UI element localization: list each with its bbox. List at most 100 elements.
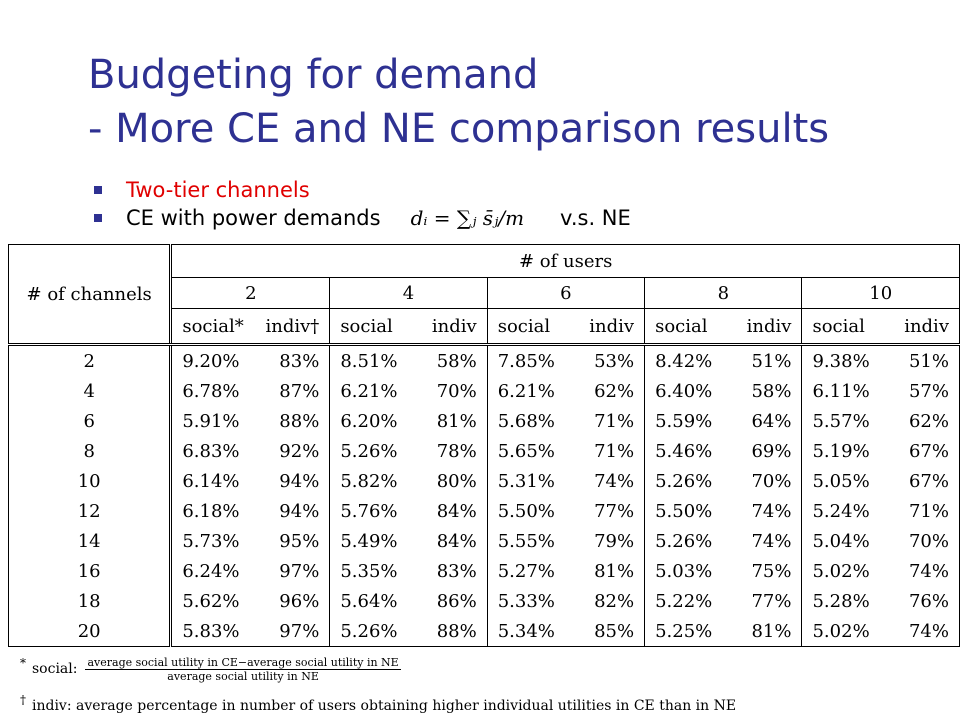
- channel-count-cell: 6: [83, 410, 95, 432]
- social-fraction-denominator: average social utility in NE: [167, 669, 319, 683]
- social-value-cell: 5.83%: [169, 616, 258, 647]
- indiv-value-cell: 84%: [436, 500, 477, 522]
- bullet-square-icon: [94, 214, 102, 222]
- indiv-value-cell: 71%: [594, 410, 635, 432]
- social-value-cell: 5.26%: [329, 616, 416, 647]
- channel-count-cell: 20: [77, 620, 101, 642]
- social-value-cell: 6.21%: [329, 376, 416, 406]
- social-value-cell: 5.50%: [644, 496, 731, 526]
- indiv-value-cell: 53%: [594, 350, 635, 372]
- sub-header-indiv: indiv: [887, 308, 960, 346]
- bullet-text-ce-power: CE with power demands: [126, 206, 381, 230]
- indiv-value-cell: 75%: [751, 560, 792, 582]
- social-value-cell: 5.27%: [486, 556, 573, 586]
- indiv-value-cell: 83%: [436, 560, 477, 582]
- indiv-value-cell: 81%: [436, 410, 477, 432]
- table-row: 14 5.73% 95% 5.49% 84% 5.55% 79% 5.26% 74% 5.04% 7…: [9, 526, 960, 556]
- social-value-cell: 5.50%: [486, 496, 573, 526]
- indiv-value-cell: 74%: [751, 530, 792, 552]
- title-line-2: - More CE and NE comparison results: [88, 106, 830, 152]
- social-value-cell: 5.35%: [329, 556, 416, 586]
- indiv-value-cell: 58%: [751, 380, 792, 402]
- social-value-cell: 5.76%: [329, 496, 416, 526]
- indiv-value-cell: 57%: [908, 380, 949, 402]
- indiv-value-cell: 69%: [751, 440, 792, 462]
- users-header: # of users: [169, 244, 960, 278]
- social-value-cell: 5.33%: [486, 586, 573, 616]
- indiv-value-cell: 74%: [908, 620, 949, 642]
- user-count-6: 6: [486, 277, 645, 309]
- indiv-value-cell: 74%: [908, 560, 949, 582]
- sub-header-social: social: [486, 308, 573, 346]
- table-row: 10 6.14% 94% 5.82% 80% 5.31% 74% 5.26% 70% 5.05% 6…: [9, 466, 960, 496]
- indiv-value-cell: 77%: [751, 590, 792, 612]
- social-value-cell: 5.28%: [801, 586, 888, 616]
- bullet-list: Two-tier channels CE with power demands …: [94, 176, 631, 232]
- social-value-cell: 5.49%: [329, 526, 416, 556]
- sub-header-indiv: indiv: [572, 308, 645, 346]
- indiv-value-cell: 70%: [751, 470, 792, 492]
- indiv-value-cell: 86%: [436, 590, 477, 612]
- social-value-cell: 5.65%: [486, 436, 573, 466]
- channel-count-cell: 8: [83, 440, 95, 462]
- social-value-cell: 5.02%: [801, 616, 888, 647]
- indiv-value-cell: 88%: [279, 410, 320, 432]
- social-value-cell: 6.21%: [486, 376, 573, 406]
- social-value-cell: 5.57%: [801, 406, 888, 436]
- table-row: 4 6.78% 87% 6.21% 70% 6.21% 62% 6.40% 58% 6.11% 57…: [9, 376, 960, 406]
- sub-header-social: social: [329, 308, 416, 346]
- footnote-indiv-text: indiv: average percentage in number of u…: [32, 698, 737, 714]
- indiv-value-cell: 71%: [908, 500, 949, 522]
- table-row: 12 6.18% 94% 5.76% 84% 5.50% 77% 5.50% 74% 5.24% 7…: [9, 496, 960, 526]
- indiv-value-cell: 51%: [751, 350, 792, 372]
- table-row: 6 5.91% 88% 6.20% 81% 5.68% 71% 5.59% 64% 5.57% 62…: [9, 406, 960, 436]
- social-value-cell: 5.31%: [486, 466, 573, 496]
- social-value-cell: 5.68%: [486, 406, 573, 436]
- social-value-cell: 5.26%: [644, 466, 731, 496]
- indiv-value-cell: 74%: [751, 500, 792, 522]
- footnotes: * social: average social utility in CE−a…: [20, 652, 736, 724]
- social-value-cell: 9.20%: [169, 344, 258, 376]
- social-value-cell: 5.82%: [329, 466, 416, 496]
- indiv-value-cell: 94%: [279, 500, 320, 522]
- bullet-text-two-tier: Two-tier channels: [126, 178, 310, 202]
- indiv-value-cell: 51%: [908, 350, 949, 372]
- social-value-cell: 9.38%: [801, 344, 888, 376]
- social-value-cell: 5.73%: [169, 526, 258, 556]
- social-value-cell: 5.22%: [644, 586, 731, 616]
- indiv-value-cell: 97%: [279, 620, 320, 642]
- user-count-8: 8: [644, 277, 802, 309]
- channel-count-cell: 10: [77, 470, 101, 492]
- indiv-value-cell: 70%: [908, 530, 949, 552]
- table-row: 18 5.62% 96% 5.64% 86% 5.33% 82% 5.22% 77% 5.28% 7…: [9, 586, 960, 616]
- sub-header-indiv: indiv: [730, 308, 802, 346]
- user-count-4: 4: [329, 277, 488, 309]
- indiv-value-cell: 71%: [594, 440, 635, 462]
- social-value-cell: 5.04%: [801, 526, 888, 556]
- social-value-cell: 5.03%: [644, 556, 731, 586]
- indiv-value-cell: 94%: [279, 470, 320, 492]
- channel-count-cell: 16: [77, 560, 101, 582]
- user-count-2: 2: [169, 277, 330, 309]
- footnote-social-label: social:: [32, 661, 78, 677]
- indiv-value-cell: 78%: [436, 440, 477, 462]
- bullet-square-icon: [94, 186, 102, 194]
- channel-count-cell: 18: [77, 590, 101, 612]
- channels-header: # of channels: [8, 244, 171, 346]
- indiv-value-cell: 62%: [594, 380, 635, 402]
- indiv-value-cell: 92%: [279, 440, 320, 462]
- indiv-value-cell: 88%: [436, 620, 477, 642]
- indiv-value-cell: 79%: [594, 530, 635, 552]
- table-row: 2 9.20% 83% 8.51% 58% 7.85% 53% 8.42% 51% 9.38% 51…: [9, 344, 960, 376]
- social-value-cell: 5.64%: [329, 586, 416, 616]
- indiv-value-cell: 64%: [751, 410, 792, 432]
- sub-header-indiv: indiv†: [257, 308, 330, 346]
- indiv-value-cell: 84%: [436, 530, 477, 552]
- social-fraction-numerator: average social utility in CE−average soc…: [85, 655, 401, 670]
- indiv-value-cell: 81%: [594, 560, 635, 582]
- bullet-suffix-vs-ne: v.s. NE: [560, 206, 631, 230]
- title-line-1: Budgeting for demand: [88, 52, 539, 98]
- sub-header-social: social*: [169, 308, 258, 346]
- indiv-value-cell: 85%: [594, 620, 635, 642]
- social-value-cell: 6.83%: [169, 436, 258, 466]
